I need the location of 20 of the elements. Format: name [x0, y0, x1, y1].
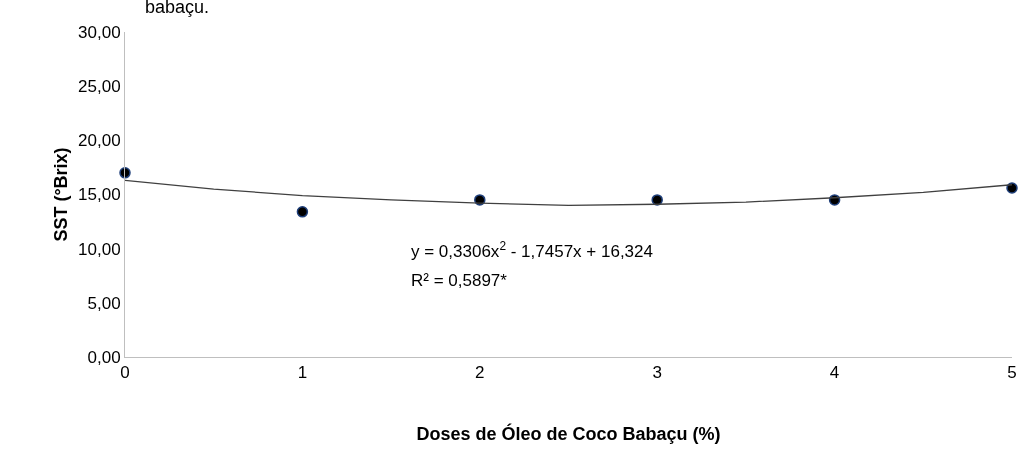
y-tick-label: 20,00	[78, 131, 121, 151]
chart-title: babaçu.	[145, 0, 210, 17]
y-tick-label: 15,00	[78, 185, 121, 205]
y-tick-label: 0,00	[87, 347, 121, 367]
x-tick-label: 4	[829, 363, 840, 383]
annotation: R² = 0,5897*	[411, 271, 508, 290]
y-tick-label: 10,00	[78, 239, 121, 259]
x-tick-label: 5	[1007, 363, 1017, 383]
y-tick-label: 5,00	[87, 293, 121, 313]
x-tick-label: 1	[297, 363, 308, 383]
annotation: y = 0,3306x$^{2}$ - 1,7457x + 16,324	[411, 239, 653, 262]
x-tick-label: 2	[475, 363, 485, 383]
x-axis-title: Doses de Óleo de Coco Babaçu (%)	[416, 422, 721, 444]
y-tick-label: 30,00	[78, 22, 121, 42]
point	[296, 206, 309, 218]
point	[651, 194, 663, 206]
y-tick-label: 25,00	[78, 77, 121, 97]
x-tick-label: 3	[652, 363, 662, 383]
x-tick-label: 0	[120, 363, 130, 383]
y-axis-title: SST (°Brix)	[51, 147, 72, 242]
